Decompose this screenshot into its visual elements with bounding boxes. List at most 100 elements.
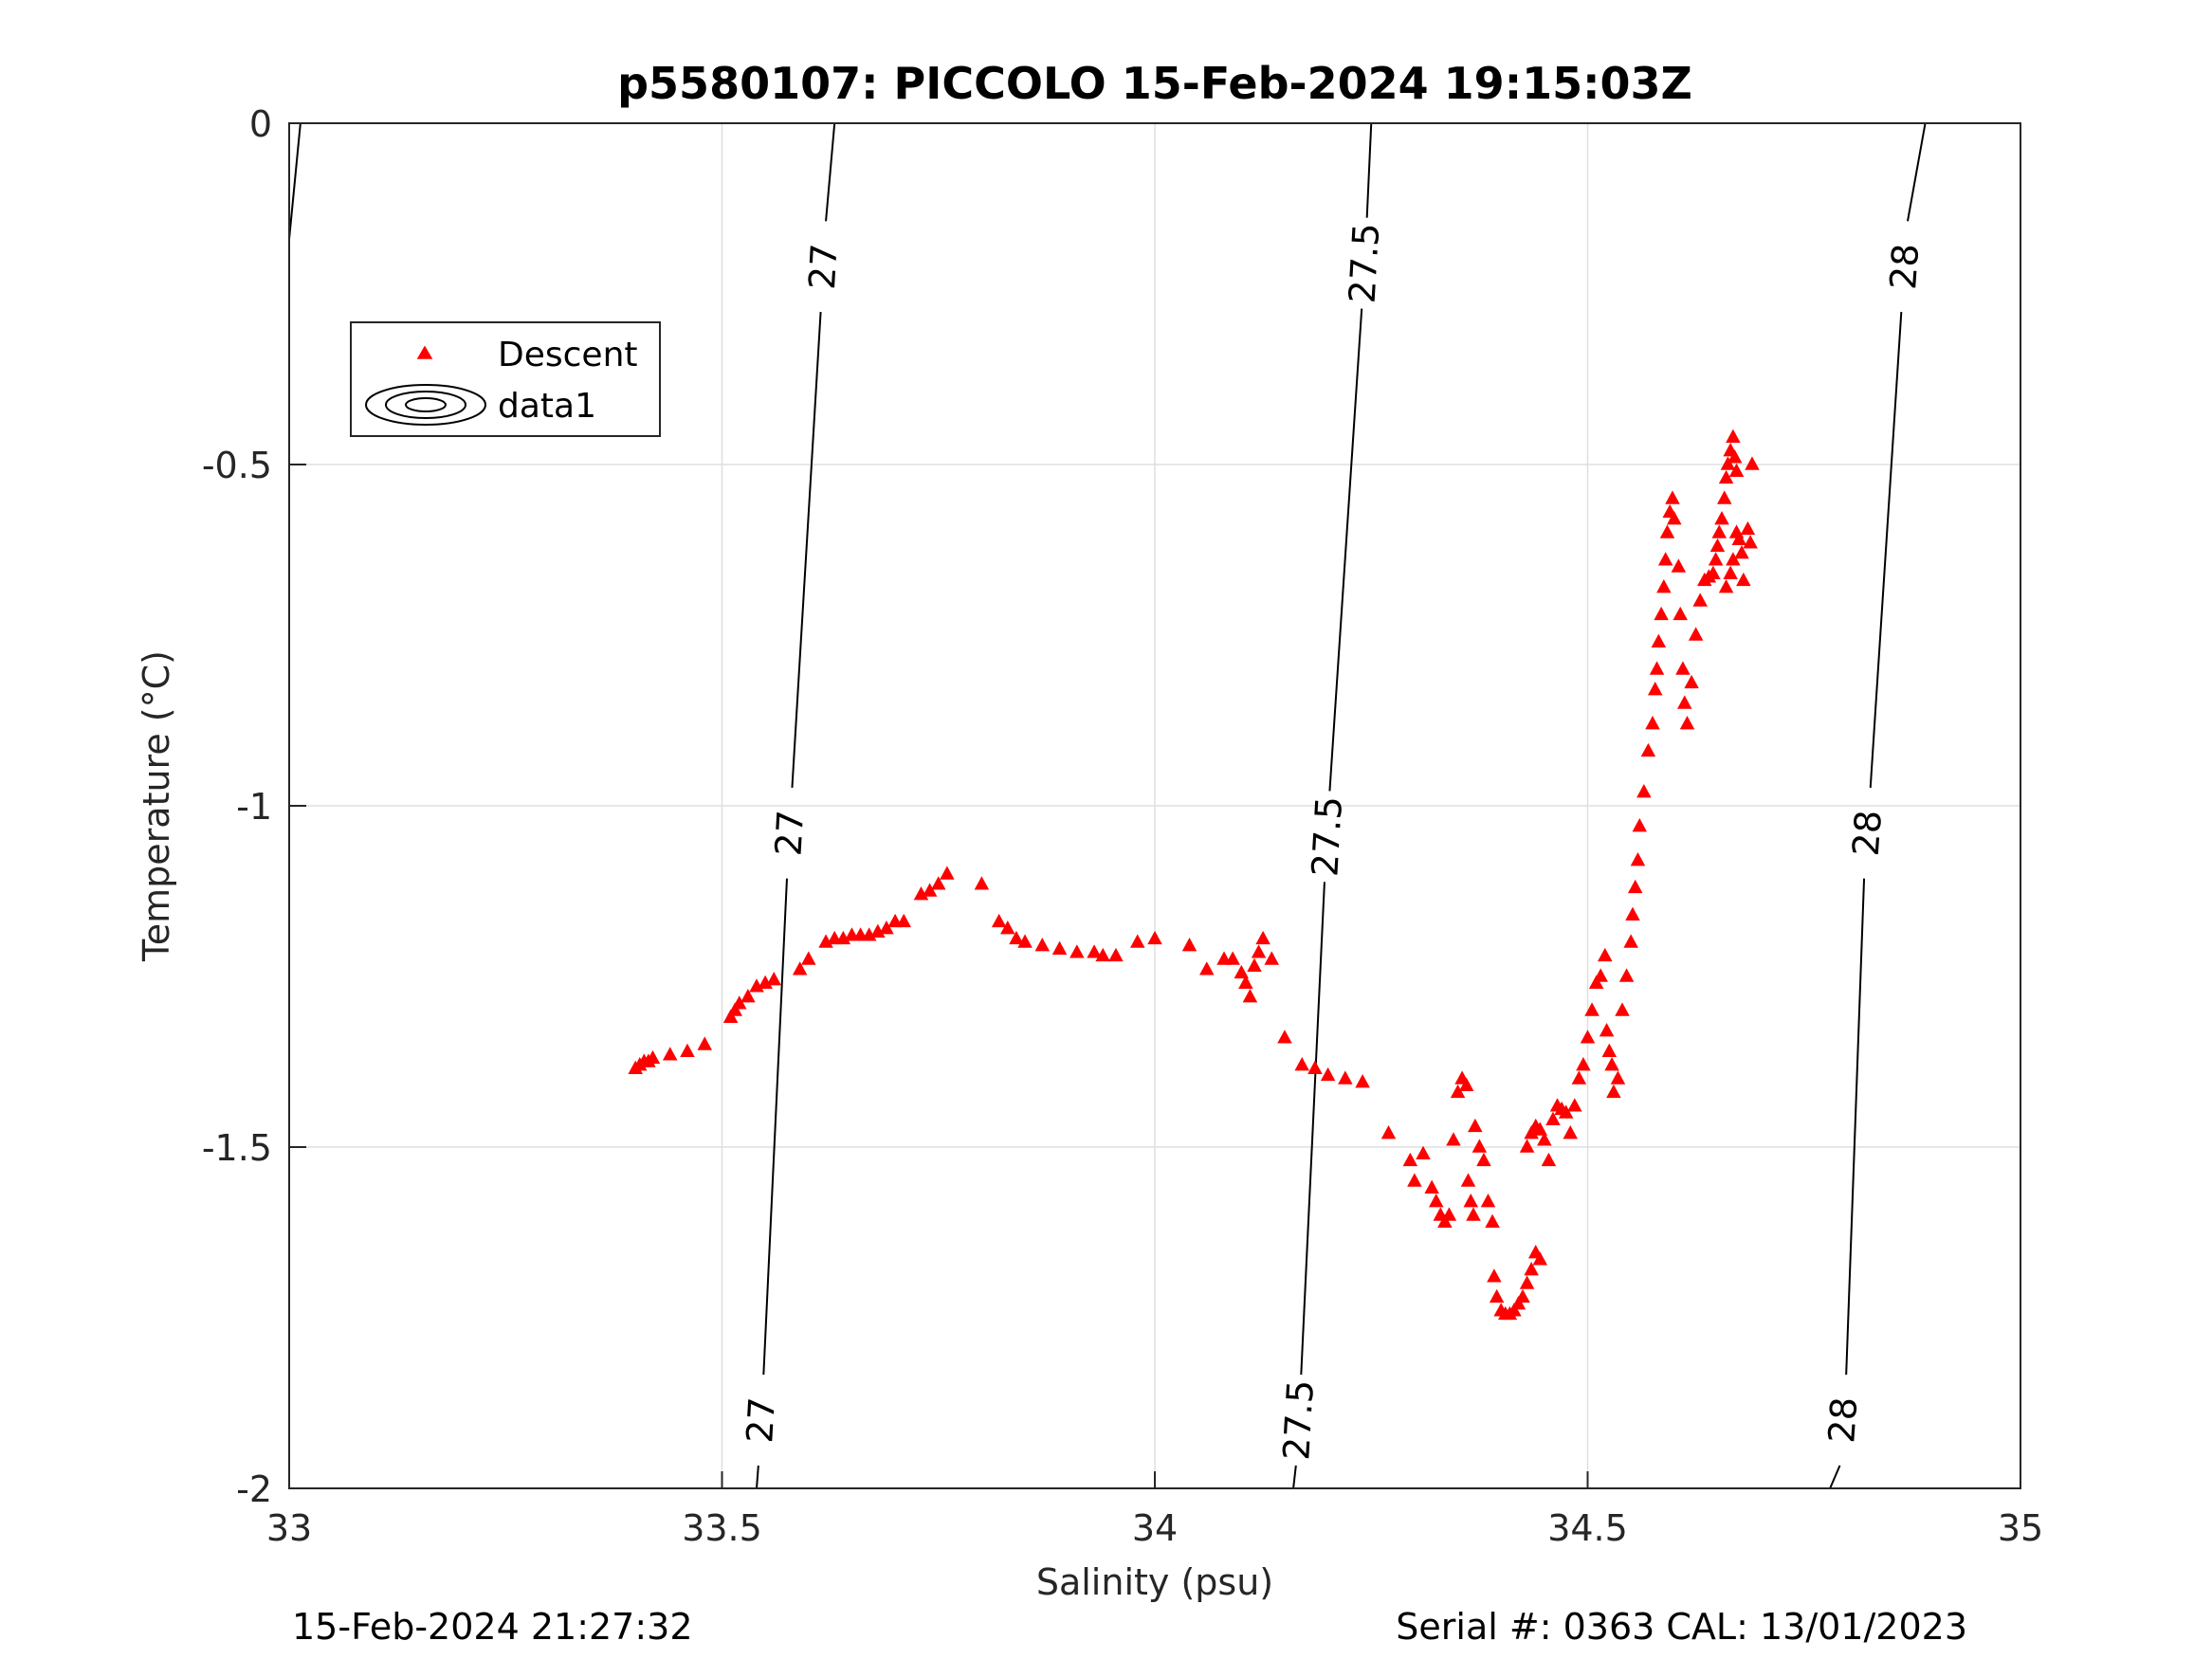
descent-point xyxy=(1728,463,1745,477)
descent-point xyxy=(1718,469,1734,484)
descent-point xyxy=(1558,1104,1574,1119)
descent-point xyxy=(1571,1070,1587,1085)
descent-point xyxy=(662,1047,678,1061)
descent-point xyxy=(1567,1098,1582,1112)
descent-point xyxy=(1649,661,1665,675)
y-tick-label: -2 xyxy=(236,1468,272,1510)
descent-point xyxy=(1708,552,1724,566)
descent-point xyxy=(732,995,747,1010)
descent-point xyxy=(1225,951,1240,965)
descent-point xyxy=(1510,1296,1526,1310)
descent-point xyxy=(974,876,990,890)
descent-point xyxy=(1727,449,1743,464)
descent-point xyxy=(1320,1066,1336,1082)
descent-point xyxy=(1480,1194,1496,1208)
descent-point xyxy=(1692,592,1708,607)
contour-line-edge xyxy=(288,122,302,240)
descent-point xyxy=(1532,1251,1548,1266)
contour-label: 27 xyxy=(801,243,846,291)
descent-point xyxy=(1472,1139,1488,1153)
descent-point xyxy=(1458,1077,1474,1091)
descent-point xyxy=(1532,1121,1548,1136)
contour-label: 27.5 xyxy=(1275,1379,1322,1462)
descent-point xyxy=(1684,674,1699,689)
descent-point xyxy=(722,1009,739,1023)
footer-serial-cal: Serial #: 0363 CAL: 13/01/2023 xyxy=(1396,1606,1967,1648)
descent-point xyxy=(896,913,911,928)
descent-point xyxy=(1407,1173,1422,1187)
descent-point xyxy=(1709,538,1726,553)
descent-point xyxy=(1441,1207,1457,1221)
descent-point xyxy=(1355,1074,1370,1088)
descent-point xyxy=(1706,565,1721,579)
descent-point xyxy=(1723,565,1738,579)
descent-point xyxy=(1618,968,1635,982)
x-tick-label: 35 xyxy=(1998,1507,2043,1549)
descent-point xyxy=(1656,579,1672,593)
x-axis-label: Salinity (psu) xyxy=(1036,1561,1273,1603)
descent-point xyxy=(1034,938,1051,952)
density-contours: 27 27 27 27.5 27.5 27.5 28 28 28 xyxy=(288,122,1927,1489)
descent-point xyxy=(887,913,903,928)
descent-point xyxy=(1537,1132,1552,1146)
descent-point xyxy=(1437,1213,1453,1228)
descent-point xyxy=(1147,930,1162,945)
descent-point xyxy=(1665,490,1680,504)
descent-point xyxy=(1627,879,1643,894)
descent-point xyxy=(801,951,816,965)
descent-point xyxy=(1424,1179,1439,1194)
descent-point xyxy=(697,1036,712,1050)
descent-point xyxy=(1677,695,1692,709)
descent-point xyxy=(1087,944,1102,958)
contour-label: 28 xyxy=(1845,809,1890,857)
descent-point xyxy=(827,930,842,945)
legend-triangle-marker xyxy=(416,345,433,359)
descent-point xyxy=(1740,520,1756,536)
descent-point xyxy=(1726,552,1741,566)
descent-point xyxy=(1576,1057,1591,1071)
descent-point xyxy=(1216,951,1232,965)
descent-point xyxy=(1468,1118,1483,1133)
descent-point xyxy=(1199,961,1215,975)
descent-point xyxy=(1095,947,1110,962)
descent-point xyxy=(645,1049,661,1065)
y-tick-label: -1 xyxy=(236,786,272,828)
descent-point xyxy=(1069,944,1085,958)
descent-point xyxy=(1463,1194,1478,1208)
descent-point xyxy=(922,883,938,897)
x-tick-label: 33 xyxy=(266,1507,312,1549)
descent-point xyxy=(727,1002,742,1016)
descent-point xyxy=(680,1043,695,1057)
descent-point xyxy=(1731,531,1747,545)
descent-point xyxy=(1476,1152,1491,1167)
descent-point xyxy=(1720,456,1736,470)
descent-point xyxy=(1734,545,1749,559)
descent-point xyxy=(1428,1194,1444,1208)
descent-point xyxy=(1485,1213,1500,1228)
descent-point xyxy=(1667,511,1682,525)
descent-point xyxy=(1515,1288,1530,1304)
descent-point xyxy=(1743,535,1758,549)
descent-point xyxy=(1255,930,1271,945)
descent-point xyxy=(1402,1152,1418,1167)
descent-point xyxy=(1615,1002,1630,1016)
descent-point xyxy=(1108,947,1124,962)
descent-point xyxy=(1294,1057,1309,1071)
descent-point xyxy=(1598,947,1613,962)
descent-point xyxy=(940,866,955,880)
descent-point xyxy=(1450,1084,1466,1099)
contour-line-27 xyxy=(756,122,836,1489)
descent-point xyxy=(1640,742,1656,757)
descent-point xyxy=(1606,1084,1621,1099)
chart-title: p5580107: PICCOLO 15-Feb-2024 19:15:03Z xyxy=(617,58,1692,109)
contour-label: 28 xyxy=(1820,1395,1865,1444)
descent-point xyxy=(844,927,860,941)
descent-point xyxy=(1416,1145,1431,1159)
descent-point xyxy=(1489,1288,1505,1304)
descent-point xyxy=(1519,1275,1535,1289)
descent-point xyxy=(1524,1262,1539,1276)
contour-label: 28 xyxy=(1882,243,1927,291)
descent-point xyxy=(1593,968,1608,982)
descent-point xyxy=(1604,1057,1619,1071)
descent-point xyxy=(766,972,782,986)
